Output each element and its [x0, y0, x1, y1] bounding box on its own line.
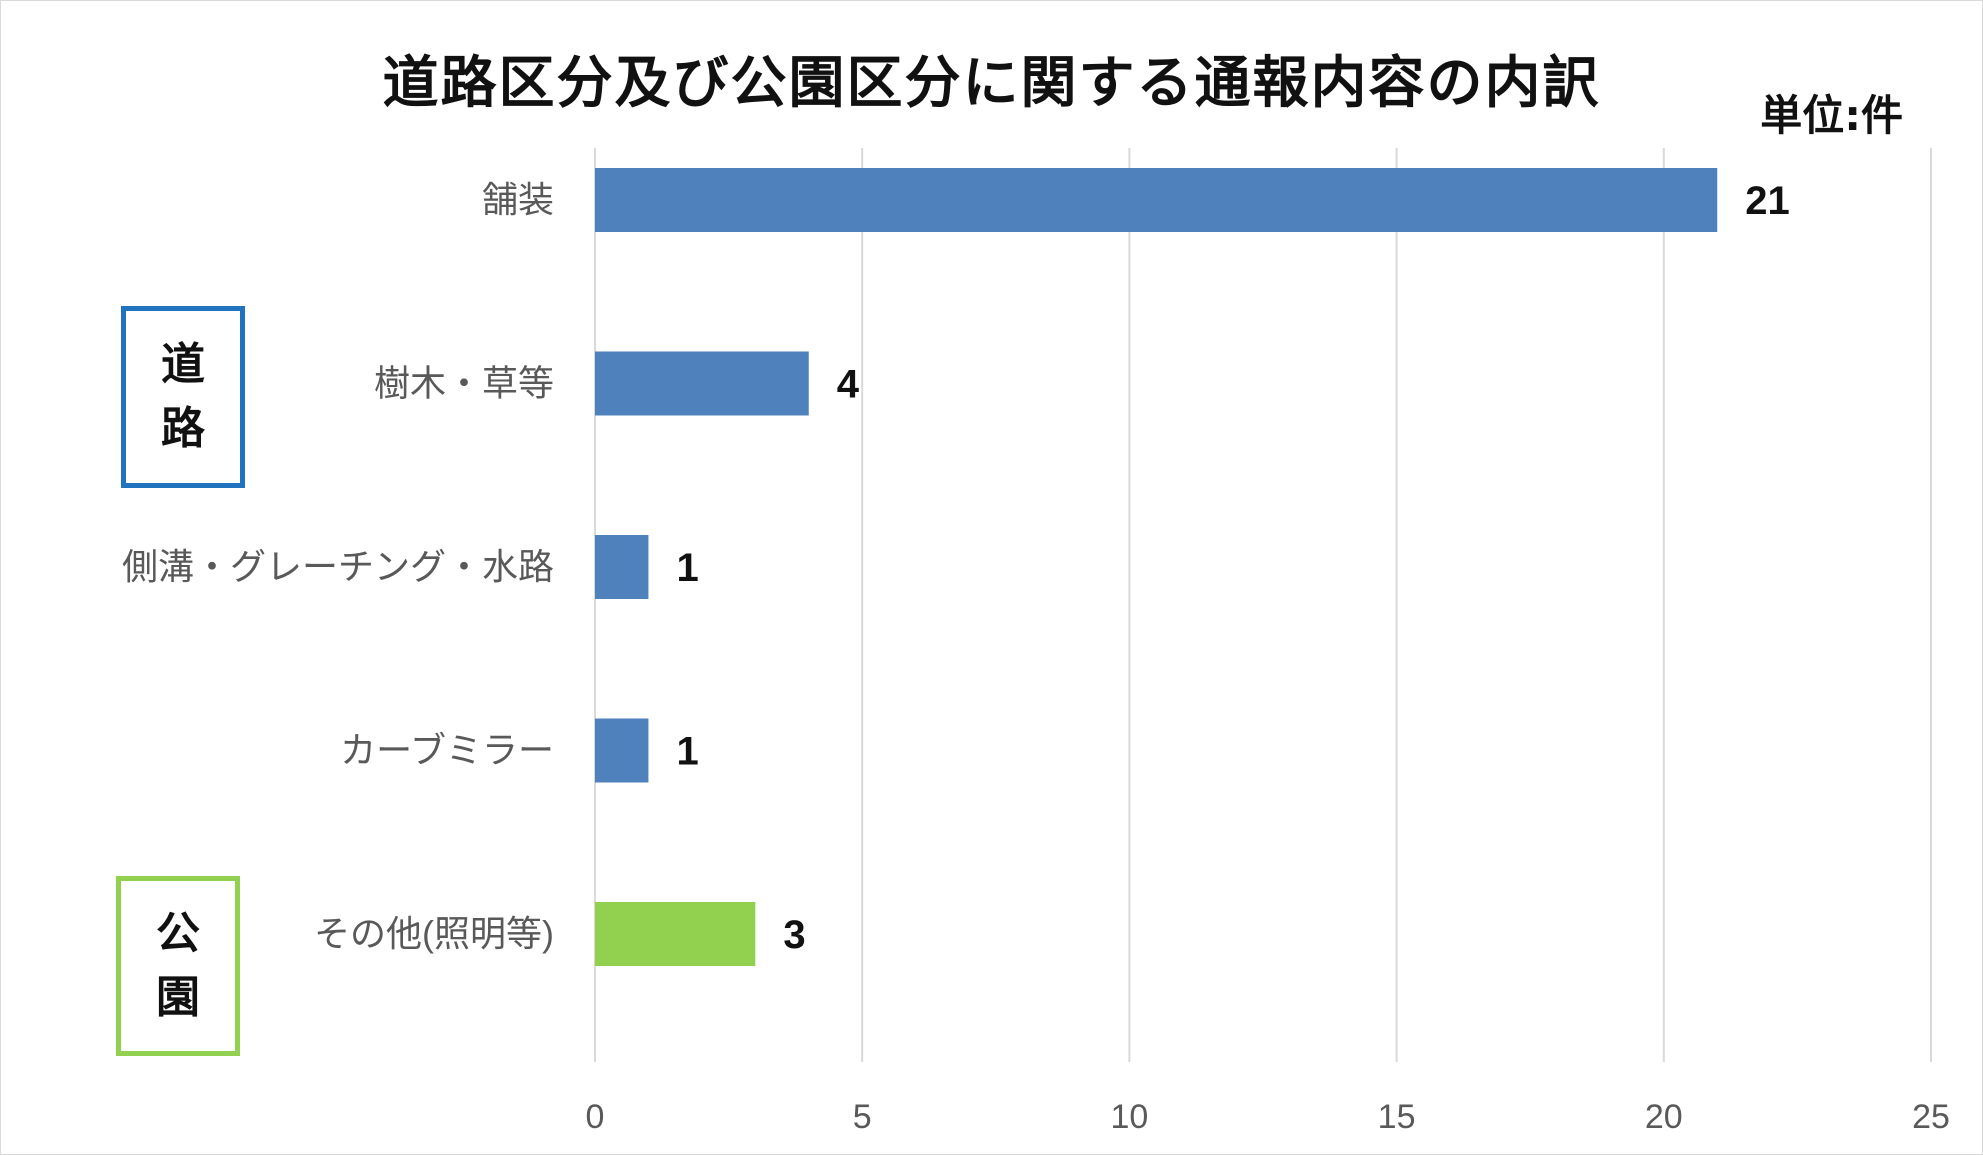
- x-tick-label-5: 5: [853, 1098, 872, 1136]
- x-tick-label-0: 0: [586, 1098, 605, 1136]
- x-tick-labels: 0 5 10 15 20 25: [586, 1098, 1950, 1136]
- data-label-3: 1: [676, 546, 698, 590]
- data-labels: 21 4 1 1 3: [676, 179, 1789, 957]
- chart-title: 道路区分及び公園区分に関する通報内容の内訳: [382, 51, 1601, 116]
- category-label-2: 樹木・草等: [374, 363, 554, 404]
- category-label-1: 舗装: [482, 179, 554, 220]
- data-label-1: 21: [1745, 179, 1790, 223]
- category-label-4: カーブミラー: [340, 730, 554, 771]
- road-group-char-1: 道: [161, 339, 205, 390]
- x-tick-label-15: 15: [1378, 1098, 1416, 1136]
- bar-4: [595, 718, 649, 783]
- data-label-2: 4: [837, 363, 860, 407]
- data-label-5: 3: [783, 913, 805, 957]
- park-group-char-2: 園: [156, 972, 200, 1023]
- unit-label: 単位:件: [1760, 91, 1903, 140]
- road-group-char-2: 路: [161, 403, 205, 454]
- category-label-3: 側溝・グレーチング・水路: [122, 546, 554, 587]
- bar-2: [595, 351, 809, 416]
- park-group-char-1: 公: [156, 908, 200, 959]
- park-group-label: 公 園: [116, 876, 240, 1056]
- bar-1: [595, 168, 1718, 232]
- bars: [595, 168, 1718, 966]
- data-label-4: 1: [676, 730, 698, 774]
- road-group-label: 道 路: [121, 306, 245, 488]
- x-tick-label-20: 20: [1645, 1098, 1683, 1136]
- category-label-5: その他(照明等): [314, 913, 554, 954]
- x-tick-label-10: 10: [1110, 1098, 1148, 1136]
- x-tick-label-25: 25: [1912, 1098, 1950, 1136]
- bar-5: [595, 902, 756, 966]
- bar-3: [595, 535, 649, 599]
